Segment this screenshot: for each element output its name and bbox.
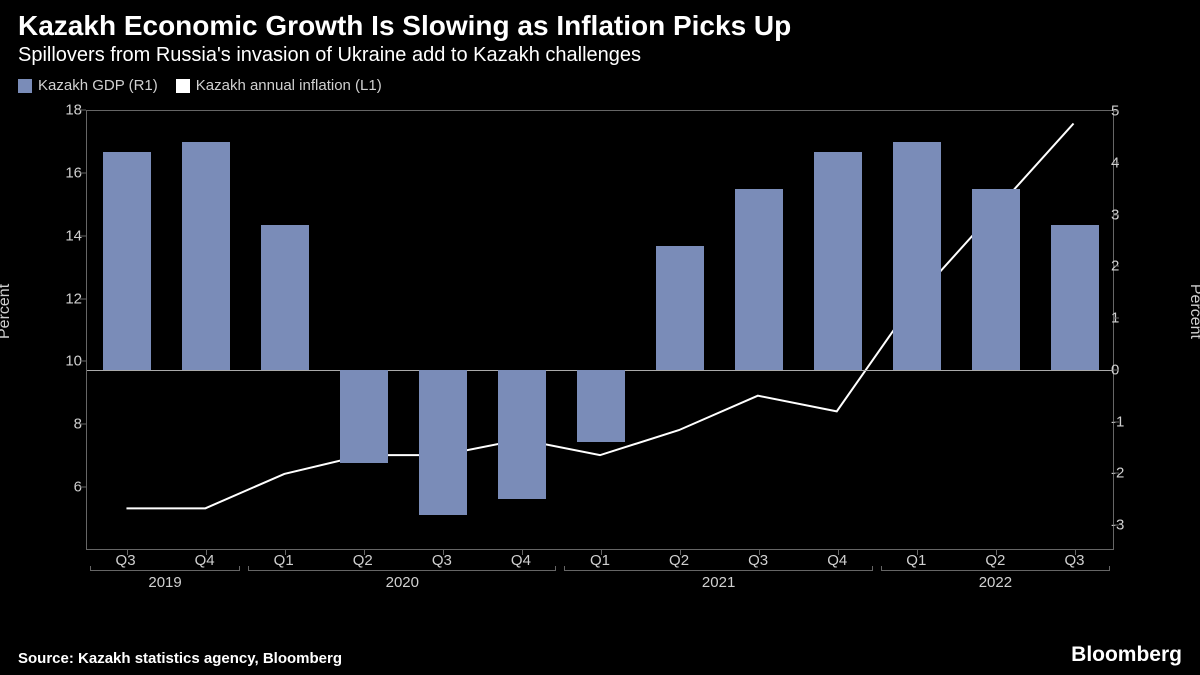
y-tick-mark-left: [80, 487, 86, 488]
y-tick-mark-left: [80, 172, 86, 173]
x-quarter-label: Q3: [116, 552, 136, 569]
y-tick-mark-right: [1113, 162, 1119, 163]
chart-title: Kazakh Economic Growth Is Slowing as Inf…: [18, 10, 1182, 42]
gdp-bar: [182, 142, 230, 370]
legend-item-line: Kazakh annual inflation (L1): [176, 77, 382, 94]
y-tick-left: 14: [54, 227, 82, 244]
y-tick-left: 16: [54, 164, 82, 181]
chart-footer: Source: Kazakh statistics agency, Bloomb…: [18, 643, 1182, 667]
gdp-bar: [735, 189, 783, 370]
y-tick-mark-right: [1113, 214, 1119, 215]
y-tick-mark-right: [1113, 111, 1119, 112]
gdp-bar: [1051, 225, 1099, 370]
x-quarter-label: Q1: [906, 552, 926, 569]
y-tick-left: 6: [54, 479, 82, 496]
x-quarter-label: Q3: [1064, 552, 1084, 569]
y-tick-mark-left: [80, 110, 86, 111]
brand-logo: Bloomberg: [1071, 643, 1182, 667]
y-tick-left: 18: [54, 102, 82, 119]
year-bracket: [90, 570, 240, 571]
y-tick-mark-right: [1113, 369, 1119, 370]
x-year-label: 2020: [386, 574, 419, 591]
plot-area: -3-2-1012345: [86, 110, 1114, 550]
x-quarter-label: Q1: [590, 552, 610, 569]
y-tick-mark-left: [80, 361, 86, 362]
x-quarter-label: Q2: [353, 552, 373, 569]
x-year-label: 2021: [702, 574, 735, 591]
legend-line-label: Kazakh annual inflation (L1): [196, 77, 382, 94]
y-tick-mark-right: [1113, 266, 1119, 267]
gdp-bar: [577, 370, 625, 442]
y-tick-mark-right: [1113, 473, 1119, 474]
bar-swatch-icon: [18, 79, 32, 93]
year-bracket: [564, 570, 872, 571]
x-year-label: 2019: [148, 574, 181, 591]
y-tick-mark-left: [80, 424, 86, 425]
y-tick-mark-left: [80, 298, 86, 299]
y-tick-left: 8: [54, 416, 82, 433]
chart-legend: Kazakh GDP (R1) Kazakh annual inflation …: [0, 71, 1200, 96]
gdp-bar: [103, 152, 151, 369]
chart-area: Percent Percent -3-2-1012345 68101214161…: [58, 110, 1142, 580]
line-swatch-icon: [176, 79, 190, 93]
gdp-bar: [893, 142, 941, 370]
year-bracket: [248, 570, 556, 571]
y-tick-mark-left: [80, 235, 86, 236]
y-tick-mark-right: [1113, 421, 1119, 422]
gdp-bar: [419, 370, 467, 515]
y-tick-mark-right: [1113, 318, 1119, 319]
legend-bar-label: Kazakh GDP (R1): [38, 77, 158, 94]
y-axis-left-label: Percent: [0, 284, 14, 339]
gdp-bar: [340, 370, 388, 463]
x-quarter-label: Q4: [511, 552, 531, 569]
gdp-bar: [261, 225, 309, 370]
y-tick-left: 10: [54, 353, 82, 370]
y-tick-left: 12: [54, 290, 82, 307]
gdp-bar: [814, 152, 862, 369]
x-quarter-label: Q3: [432, 552, 452, 569]
x-quarter-label: Q3: [748, 552, 768, 569]
y-axis-right-label: Percent: [1186, 284, 1200, 339]
chart-subtitle: Spillovers from Russia's invasion of Ukr…: [18, 44, 1182, 67]
x-quarter-label: Q1: [274, 552, 294, 569]
line-chart-svg: [87, 111, 1113, 549]
source-text: Source: Kazakh statistics agency, Bloomb…: [18, 650, 342, 667]
chart-header: Kazakh Economic Growth Is Slowing as Inf…: [0, 0, 1200, 71]
x-year-label: 2022: [979, 574, 1012, 591]
x-quarter-label: Q4: [195, 552, 215, 569]
gdp-bar: [656, 246, 704, 370]
gdp-bar: [972, 189, 1020, 370]
x-quarter-label: Q2: [669, 552, 689, 569]
year-bracket: [881, 570, 1110, 571]
x-quarter-label: Q4: [827, 552, 847, 569]
y-tick-mark-right: [1113, 525, 1119, 526]
x-quarter-label: Q2: [985, 552, 1005, 569]
legend-item-bar: Kazakh GDP (R1): [18, 77, 158, 94]
gdp-bar: [498, 370, 546, 499]
